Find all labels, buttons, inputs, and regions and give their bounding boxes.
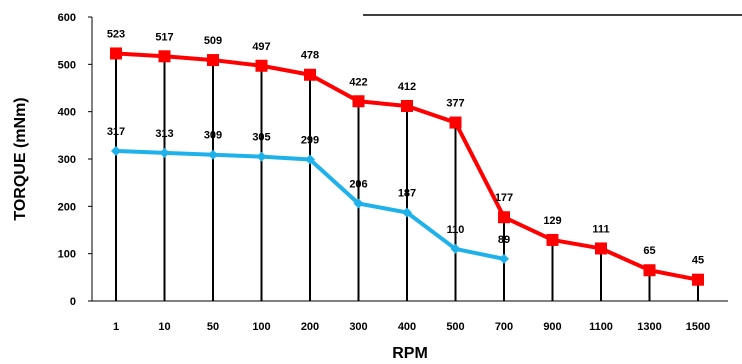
data-point-square: [352, 95, 365, 108]
y-tick-label: 500: [58, 59, 76, 71]
data-point-square: [255, 59, 268, 72]
data-label: 111: [592, 223, 609, 235]
data-point-square: [449, 116, 462, 129]
data-point-square: [546, 233, 559, 246]
x-tick-label: 1300: [637, 321, 661, 333]
y-tick-label: 0: [70, 296, 76, 308]
x-axis-ticks: 1 10 50 100 200 300 400 500 700 900 1100 1300 1500: [113, 321, 710, 333]
x-tick-label: 500: [446, 321, 464, 333]
data-label: 497: [252, 41, 270, 53]
data-label: 317: [107, 126, 125, 138]
data-label: 377: [446, 98, 464, 110]
y-tick-label: 300: [58, 154, 76, 166]
x-tick-label: 400: [398, 321, 416, 333]
data-point-square: [643, 264, 656, 277]
data-label: 89: [498, 234, 510, 246]
y-tick-label: 600: [58, 12, 76, 24]
data-point-square: [304, 68, 316, 81]
data-point-square: [158, 50, 171, 63]
data-label: 422: [349, 76, 367, 88]
data-label: 129: [543, 215, 561, 227]
data-point-square: [595, 242, 607, 255]
x-tick-label: 50: [207, 321, 219, 333]
data-label: 177: [495, 192, 513, 204]
data-point-diamond: [353, 198, 364, 209]
data-label: 313: [155, 128, 173, 140]
x-tick-label: 300: [349, 321, 367, 333]
y-tick-label: 200: [58, 201, 76, 213]
drop-lines: [115, 53, 699, 301]
data-label: 523: [107, 28, 125, 40]
data-point-diamond: [208, 149, 218, 160]
data-label: 45: [692, 255, 704, 267]
data-point-square: [110, 47, 122, 60]
data-point-diamond: [450, 243, 461, 254]
x-tick-label: 900: [543, 321, 561, 333]
data-label: 517: [155, 31, 173, 43]
data-point-diamond: [256, 151, 267, 162]
data-point-diamond: [499, 253, 509, 264]
x-tick-label: 1100: [589, 321, 613, 333]
x-tick-label: 200: [301, 321, 319, 333]
data-point-square: [401, 99, 413, 112]
data-label: 305: [252, 132, 270, 144]
data-point-diamond: [402, 207, 412, 218]
data-point-square: [692, 273, 704, 286]
y-axis-ticks: 0 100 200 300 400 500 600: [58, 12, 92, 308]
data-point-diamond: [159, 147, 170, 158]
y-axis-title: TORQUE (mNm): [12, 97, 29, 220]
x-tick-label: 100: [252, 321, 270, 333]
y-tick-label: 400: [58, 107, 76, 119]
x-tick-label: 1: [113, 321, 119, 333]
data-label: 309: [204, 130, 222, 142]
x-tick-label: 700: [495, 321, 513, 333]
series-group: 317 313 309 305 299 206 187 110 89 523 517 509 497 47…: [107, 28, 704, 286]
y-tick-label: 100: [58, 249, 76, 261]
data-label: 187: [398, 187, 416, 199]
data-label: 299: [301, 134, 319, 146]
data-label: 110: [447, 224, 465, 236]
x-tick-label: 10: [158, 321, 170, 333]
data-label: 478: [301, 50, 319, 62]
data-label: 206: [349, 178, 367, 190]
data-point-diamond: [111, 145, 121, 156]
data-label: 509: [204, 35, 222, 47]
data-label: 412: [398, 81, 416, 93]
data-point-square: [498, 211, 510, 224]
data-point-square: [207, 54, 219, 67]
x-tick-label: 1500: [686, 321, 710, 333]
x-axis-title: RPM: [392, 345, 428, 362]
data-label: 65: [643, 245, 655, 257]
data-point-diamond: [305, 154, 315, 165]
